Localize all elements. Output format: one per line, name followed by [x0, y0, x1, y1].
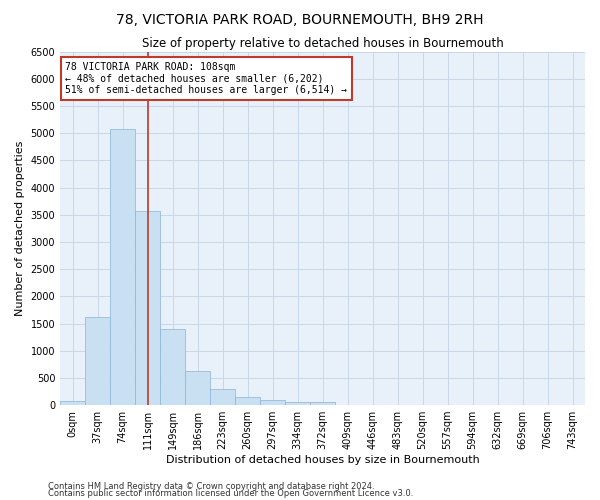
Bar — [285, 402, 310, 405]
Bar — [310, 402, 335, 405]
Text: Contains public sector information licensed under the Open Government Licence v3: Contains public sector information licen… — [48, 489, 413, 498]
Y-axis label: Number of detached properties: Number of detached properties — [15, 140, 25, 316]
Bar — [110, 129, 135, 405]
Bar — [135, 210, 160, 405]
Text: 78 VICTORIA PARK ROAD: 108sqm
← 48% of detached houses are smaller (6,202)
51% o: 78 VICTORIA PARK ROAD: 108sqm ← 48% of d… — [65, 62, 347, 96]
Bar — [160, 329, 185, 405]
Bar — [210, 389, 235, 405]
Text: Contains HM Land Registry data © Crown copyright and database right 2024.: Contains HM Land Registry data © Crown c… — [48, 482, 374, 491]
Text: 78, VICTORIA PARK ROAD, BOURNEMOUTH, BH9 2RH: 78, VICTORIA PARK ROAD, BOURNEMOUTH, BH9… — [116, 12, 484, 26]
Bar — [260, 400, 285, 405]
Bar — [235, 397, 260, 405]
Bar — [60, 401, 85, 405]
X-axis label: Distribution of detached houses by size in Bournemouth: Distribution of detached houses by size … — [166, 455, 479, 465]
Bar — [85, 316, 110, 405]
Bar — [185, 371, 210, 405]
Title: Size of property relative to detached houses in Bournemouth: Size of property relative to detached ho… — [142, 38, 503, 51]
